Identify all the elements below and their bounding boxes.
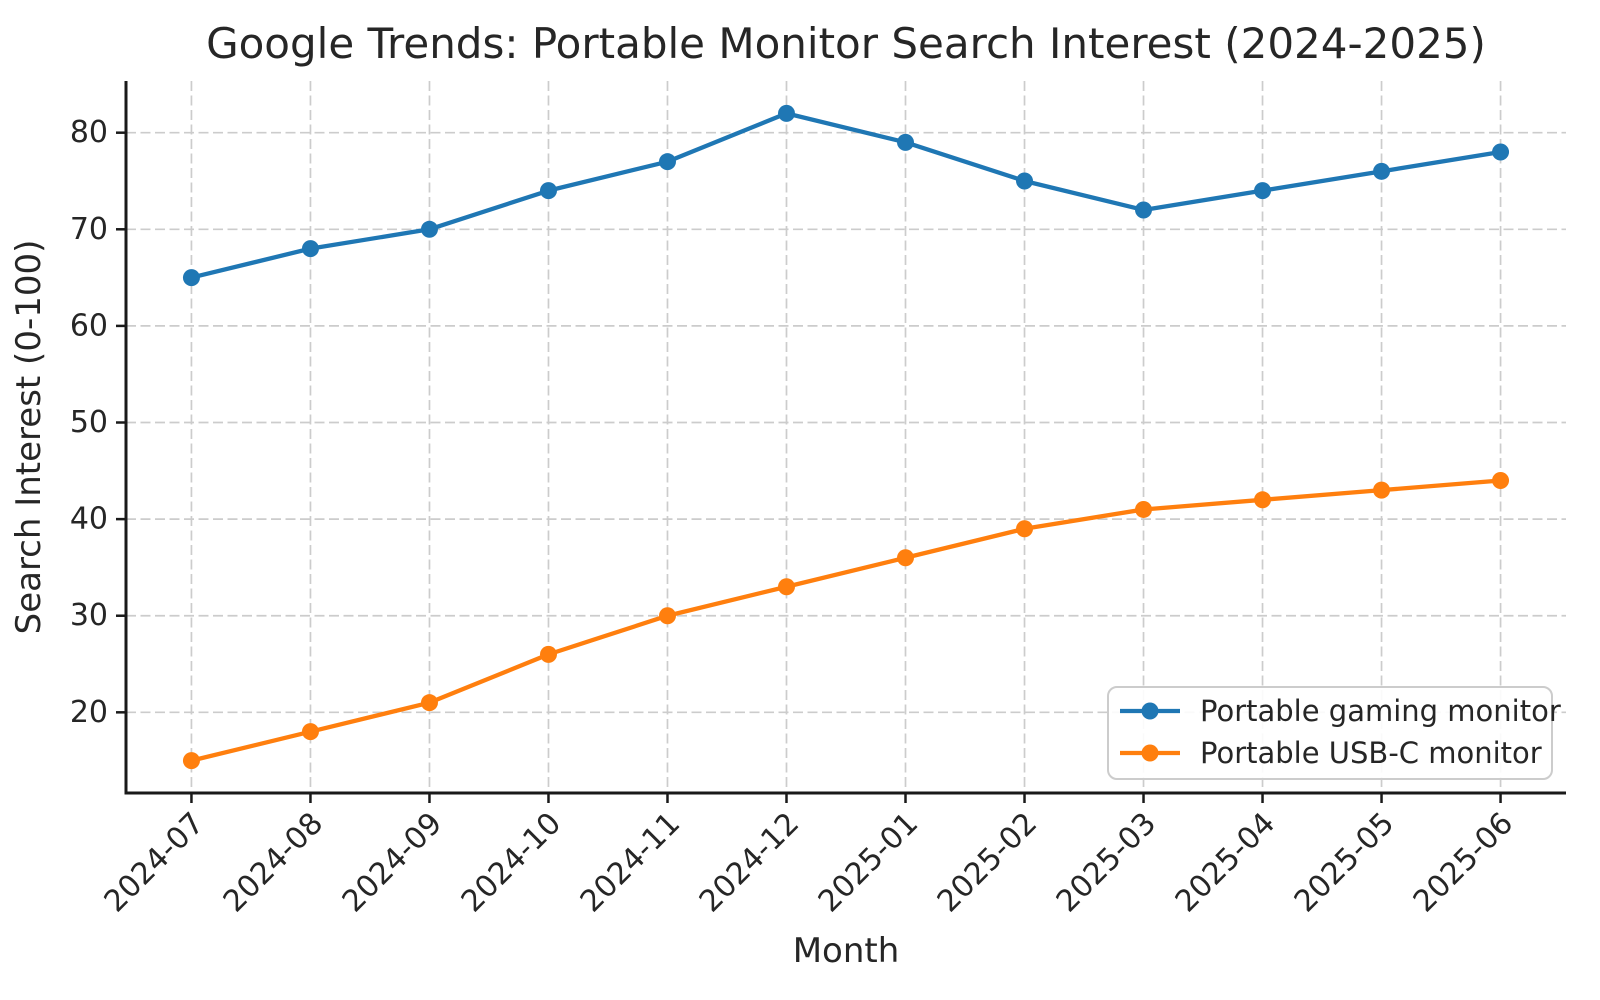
x-tick-label: 2025-05 [1288,806,1401,919]
data-point-marker [658,153,676,171]
series-line-portable-gaming-monitor [189,111,1503,280]
data-point-marker [1373,162,1391,180]
data-point-marker [1254,182,1272,200]
data-point-marker [897,549,915,567]
x-tick-label: 2025-03 [1050,806,1163,919]
legend-box [1107,686,1553,780]
data-point-marker [301,240,319,258]
series-portable-gaming-monitor [182,104,1510,287]
y-tick-label: 50 [70,405,108,440]
x-tick-label: 2024-07 [98,806,211,919]
data-point-marker [1492,471,1510,489]
legend: Portable gaming monitor Portable USB-C mo… [1107,686,1561,780]
grid [126,81,1566,793]
x-tick-label: 2025-04 [1169,806,1282,919]
x-tick-label: 2024-11 [574,806,687,919]
x-tick-label: 2025-01 [812,806,925,919]
legend-label: Portable gaming monitor [1200,694,1561,728]
data-point-marker [1135,201,1153,219]
y-tick-label: 80 [70,115,108,150]
x-tick-label: 2025-06 [1407,806,1520,919]
x-tick-label: 2024-08 [217,806,330,919]
data-point-marker [1254,491,1272,509]
x-axis-label: Month [793,931,900,971]
data-point-marker [658,607,676,625]
data-point-marker [1492,143,1510,161]
data-point-marker [777,578,795,596]
data-point-marker [1373,481,1391,499]
data-point-marker [420,220,438,238]
y-tick-label: 60 [70,308,108,343]
y-tick-label: 20 [70,695,108,730]
series-line-portable-usb-c-monitor [189,478,1503,763]
chart-title: Google Trends: Portable Monitor Search I… [206,19,1486,68]
data-point-marker [182,269,200,287]
data-point-marker [539,645,557,663]
legend-label: Portable USB-C monitor [1200,736,1542,770]
x-tick-label: 2025-02 [931,806,1044,919]
data-point-marker [182,752,200,770]
x-tick-label: 2024-12 [693,806,806,919]
data-point-marker [1016,172,1034,190]
data-point-marker [420,694,438,712]
data-point-marker [539,182,557,200]
series-portable-usb-c-monitor [182,471,1510,770]
data-point-marker [1135,500,1153,518]
y-tick-label: 70 [70,212,108,247]
y-axis-label: Search Interest (0-100) [9,240,49,635]
x-tick-label: 2024-09 [336,806,449,919]
legend-sample-marker [1141,744,1159,762]
data-point-marker [1016,520,1034,538]
legend-sample-marker [1141,702,1159,720]
y-tick-label: 30 [70,598,108,633]
x-tick-label: 2024-10 [455,806,568,919]
data-point-marker [301,723,319,741]
data-point-marker [897,133,915,151]
y-tick-label: 40 [70,502,108,537]
data-point-marker [777,104,795,122]
